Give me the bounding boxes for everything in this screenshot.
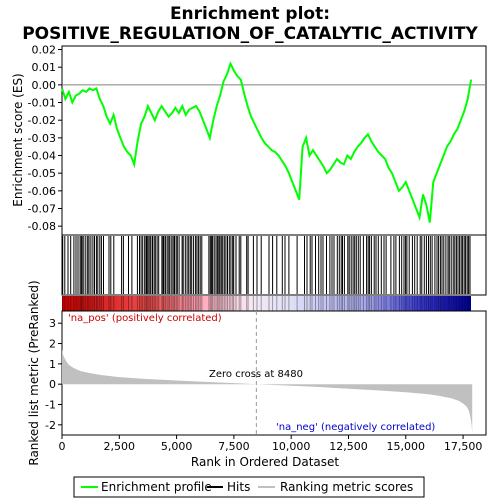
enrichment-profile-line xyxy=(61,61,473,223)
es-y-tick-label: -0.06 xyxy=(28,185,56,198)
rank-y-tick-label: -1 xyxy=(45,399,56,412)
x-tick-label: 10,000 xyxy=(272,440,311,453)
rank-y-axis-label: Ranked list metric (PreRanked) xyxy=(27,280,41,465)
rank-x-ticks: 0 2,500 5,000 7,500 10,000 12,500 15,000 17,500 xyxy=(59,435,483,453)
legend-label-hits: Hits xyxy=(227,480,250,494)
x-tick-label: 17,500 xyxy=(444,440,483,453)
gradient-hit-marks xyxy=(62,296,471,311)
rank-gradient-strip xyxy=(62,296,471,311)
legend-box xyxy=(73,476,425,498)
rank-y-ticks: 3 2 1 0 -1 -2 xyxy=(45,317,62,432)
es-y-tick-label: -0.03 xyxy=(28,132,56,145)
x-tick-label: 0 xyxy=(59,440,66,453)
es-y-axis-label: Enrichment score (ES) xyxy=(11,73,25,206)
x-tick-label: 2,500 xyxy=(104,440,136,453)
es-y-tick-label: 0.01 xyxy=(32,61,57,74)
rank-color-bar xyxy=(62,296,471,311)
x-axis-label: Rank in Ordered Dataset xyxy=(191,455,339,469)
x-tick-label: 5,000 xyxy=(161,440,193,453)
rank-panel-frame xyxy=(61,310,487,436)
zero-cross-label: Zero cross at 8480 xyxy=(209,369,303,380)
chart-title-line2: POSITIVE_REGULATION_OF_CATALYTIC_ACTIVIT… xyxy=(22,24,478,44)
es-y-tick-label: -0.08 xyxy=(28,220,56,233)
rank-metric-panel: 3 2 1 0 -1 -2 0 2,500 5,000 7,500 10,000 12,500 15,… xyxy=(27,280,487,469)
rank-y-tick-label: -2 xyxy=(45,419,56,432)
es-y-tick-label: -0.02 xyxy=(28,114,56,127)
negative-correlation-label: 'na_neg' (negatively correlated) xyxy=(276,422,435,433)
es-y-tick-label: -0.01 xyxy=(28,97,56,110)
legend-label-ranking: Ranking metric scores xyxy=(280,480,413,494)
rank-y-tick-label: 0 xyxy=(49,378,56,391)
es-y-tick-label: -0.05 xyxy=(28,167,56,180)
es-y-tick-label: -0.07 xyxy=(28,203,56,216)
x-tick-label: 15,000 xyxy=(387,440,426,453)
legend-label-enrichment: Enrichment profile xyxy=(101,480,212,494)
x-tick-label: 7,500 xyxy=(218,440,250,453)
hit-lines xyxy=(62,236,471,294)
legend: Enrichment profile Hits Ranking metric s… xyxy=(73,476,425,498)
es-y-ticks: 0.02 0.01 0.00 -0.01 -0.02 -0.03 -0.04 -0.05 -0.… xyxy=(28,44,62,233)
chart-title-line1: Enrichment plot: xyxy=(170,4,330,24)
rank-y-tick-label: 3 xyxy=(49,317,56,330)
hits-panel-frame xyxy=(61,234,487,296)
es-panel-frame xyxy=(61,45,487,236)
es-panel: 0.02 0.01 0.00 -0.01 -0.02 -0.03 -0.04 -0.05 -0.… xyxy=(11,44,487,236)
es-y-tick-label: -0.04 xyxy=(28,150,56,163)
es-y-tick-label: 0.00 xyxy=(32,79,57,92)
rank-y-tick-label: 1 xyxy=(49,358,56,371)
rank-y-tick-label: 2 xyxy=(49,338,56,351)
positive-correlation-label: 'na_pos' (positively correlated) xyxy=(68,313,222,324)
x-tick-label: 12,500 xyxy=(329,440,368,453)
es-y-tick-label: 0.02 xyxy=(32,44,57,57)
hits-panel xyxy=(61,234,487,296)
